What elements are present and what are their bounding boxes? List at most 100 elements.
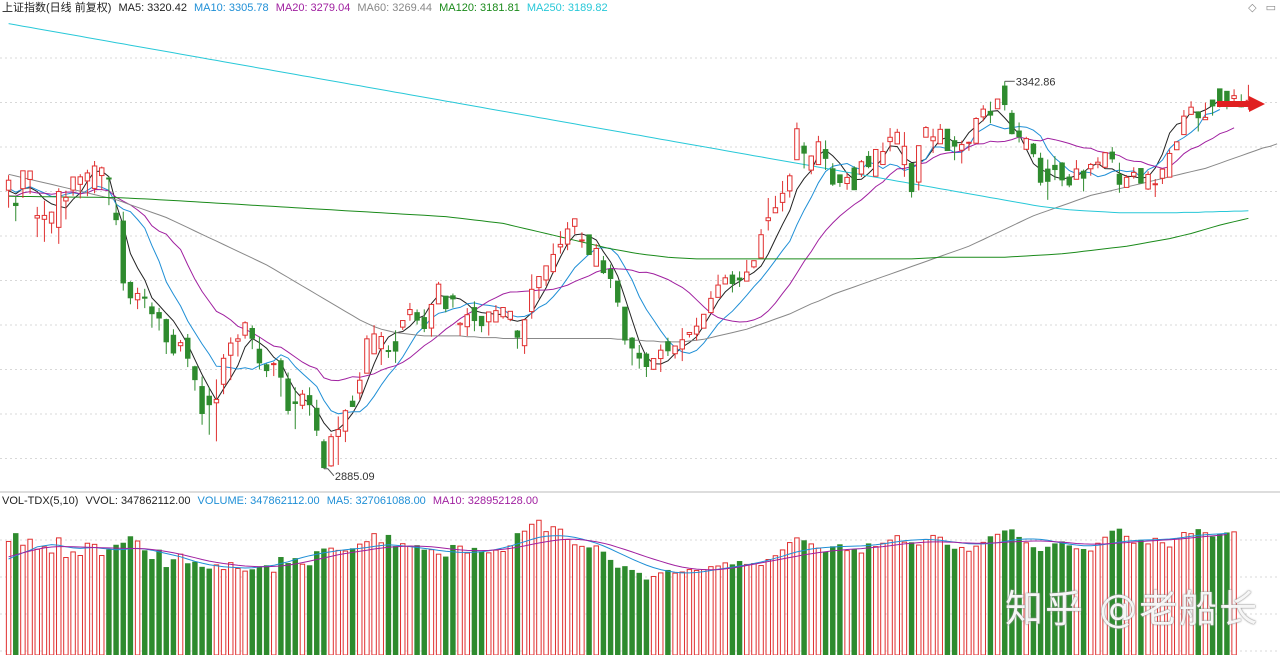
volume-bar — [285, 563, 291, 656]
volume-ma-lines — [8, 532, 1227, 574]
candle-body — [1145, 173, 1151, 190]
legend-ma10: MA10: 3305.78 — [194, 2, 269, 14]
volume-bar — [163, 567, 169, 656]
candle-body — [908, 163, 915, 193]
candle — [400, 320, 406, 330]
legend-vol-ma5: MA5: 327061088.00 — [326, 495, 426, 507]
candle-body — [84, 172, 91, 182]
volume-bar — [758, 565, 764, 656]
volume-bar — [464, 552, 470, 656]
candle-body — [27, 170, 33, 180]
candle — [407, 302, 413, 321]
candle — [744, 259, 750, 282]
candle-body — [306, 395, 313, 406]
candle-body — [973, 118, 979, 144]
volume-bar — [385, 534, 392, 656]
candle — [342, 409, 349, 443]
candle-body — [916, 145, 922, 183]
candle-body — [400, 320, 406, 328]
candle — [450, 293, 456, 308]
candle-body — [1181, 115, 1187, 136]
candle — [278, 358, 284, 397]
window-icon[interactable]: ▭ — [1265, 2, 1276, 14]
candle — [672, 345, 678, 359]
candle — [371, 325, 377, 355]
candle-body — [407, 309, 413, 316]
candle — [471, 301, 478, 332]
candle-body — [736, 277, 743, 281]
candle — [27, 170, 33, 194]
volume-bar — [672, 572, 678, 656]
volume-bar — [242, 570, 248, 656]
candle — [1095, 157, 1101, 169]
candle — [1116, 162, 1123, 193]
candle-body — [650, 358, 657, 370]
candle-body — [285, 378, 291, 411]
candle-body — [1152, 183, 1158, 186]
volume-bar — [593, 545, 599, 656]
candle-body — [1030, 143, 1037, 155]
volume-bar — [378, 542, 384, 656]
candle — [822, 140, 829, 170]
candle-body — [658, 349, 664, 360]
volume-bar — [185, 563, 191, 656]
volume-bar — [342, 550, 349, 656]
candle — [378, 331, 384, 365]
volume-bar — [493, 549, 499, 656]
candle — [593, 243, 599, 267]
candle-body — [543, 265, 549, 281]
candle — [99, 166, 105, 190]
candle — [170, 329, 177, 356]
candle-body — [772, 207, 779, 214]
candle-body — [1209, 99, 1216, 107]
candle — [844, 172, 850, 190]
candle-body — [837, 174, 843, 183]
candle-body — [99, 167, 105, 177]
candle-body — [830, 168, 836, 185]
candle — [20, 170, 26, 198]
volume-bar — [220, 569, 227, 656]
candle-body — [1037, 157, 1044, 183]
legend-vol-ma10: MA10: 328952128.00 — [432, 495, 539, 507]
volume-bar — [765, 559, 771, 656]
candle — [815, 135, 822, 166]
candle-body — [478, 315, 485, 327]
volume-bar — [858, 552, 865, 656]
candle-body — [435, 283, 442, 305]
candle-body — [1202, 116, 1209, 121]
candle — [364, 335, 370, 374]
volume-bar — [228, 562, 234, 656]
candle — [1138, 168, 1144, 184]
candle-body — [450, 295, 456, 300]
candle-body — [486, 311, 492, 323]
candle — [41, 200, 48, 242]
candle-body — [787, 175, 793, 192]
candle-body — [923, 127, 929, 138]
candle-body — [779, 192, 786, 203]
candle — [1174, 141, 1180, 151]
main-grid — [0, 57, 1280, 493]
candle — [607, 264, 614, 289]
candle-body — [873, 148, 879, 177]
candle-body — [378, 336, 384, 350]
candle — [70, 176, 76, 196]
volume-bar — [708, 566, 714, 656]
volume-bar — [91, 543, 98, 656]
candle-body — [1131, 171, 1137, 177]
candle — [13, 195, 19, 222]
candle-body — [292, 401, 298, 404]
volume-bar — [923, 538, 929, 656]
volume-bar — [357, 543, 363, 656]
candle — [779, 180, 786, 212]
candle — [1037, 152, 1044, 186]
candle — [837, 174, 843, 187]
candle — [1231, 89, 1237, 104]
candle — [1181, 110, 1187, 136]
candle-body — [1066, 176, 1072, 186]
volume-bar — [457, 545, 463, 656]
volume-bar — [880, 542, 886, 656]
volume-bar — [407, 545, 413, 656]
candle-body — [392, 341, 399, 352]
diamond-icon[interactable]: ◇ — [1248, 2, 1257, 14]
